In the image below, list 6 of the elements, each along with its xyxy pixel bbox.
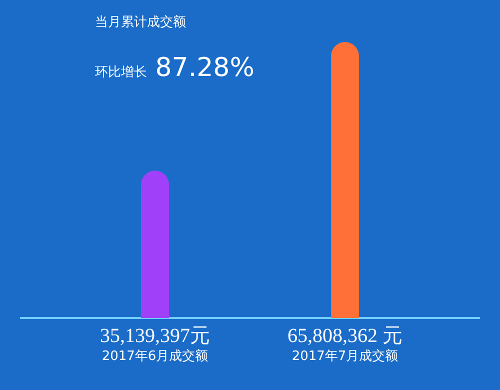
x-tick-label: 2017年6月成交额 (102, 348, 208, 364)
x-tick-label: 2017年7月成交额 (292, 348, 398, 364)
text: 当月累计成交额 (95, 14, 186, 30)
data-label: 35,139,397元 (100, 325, 210, 347)
data-label: 65,808,362 元 (288, 325, 402, 347)
annotation: 环比增长 87.28% (95, 53, 254, 83)
